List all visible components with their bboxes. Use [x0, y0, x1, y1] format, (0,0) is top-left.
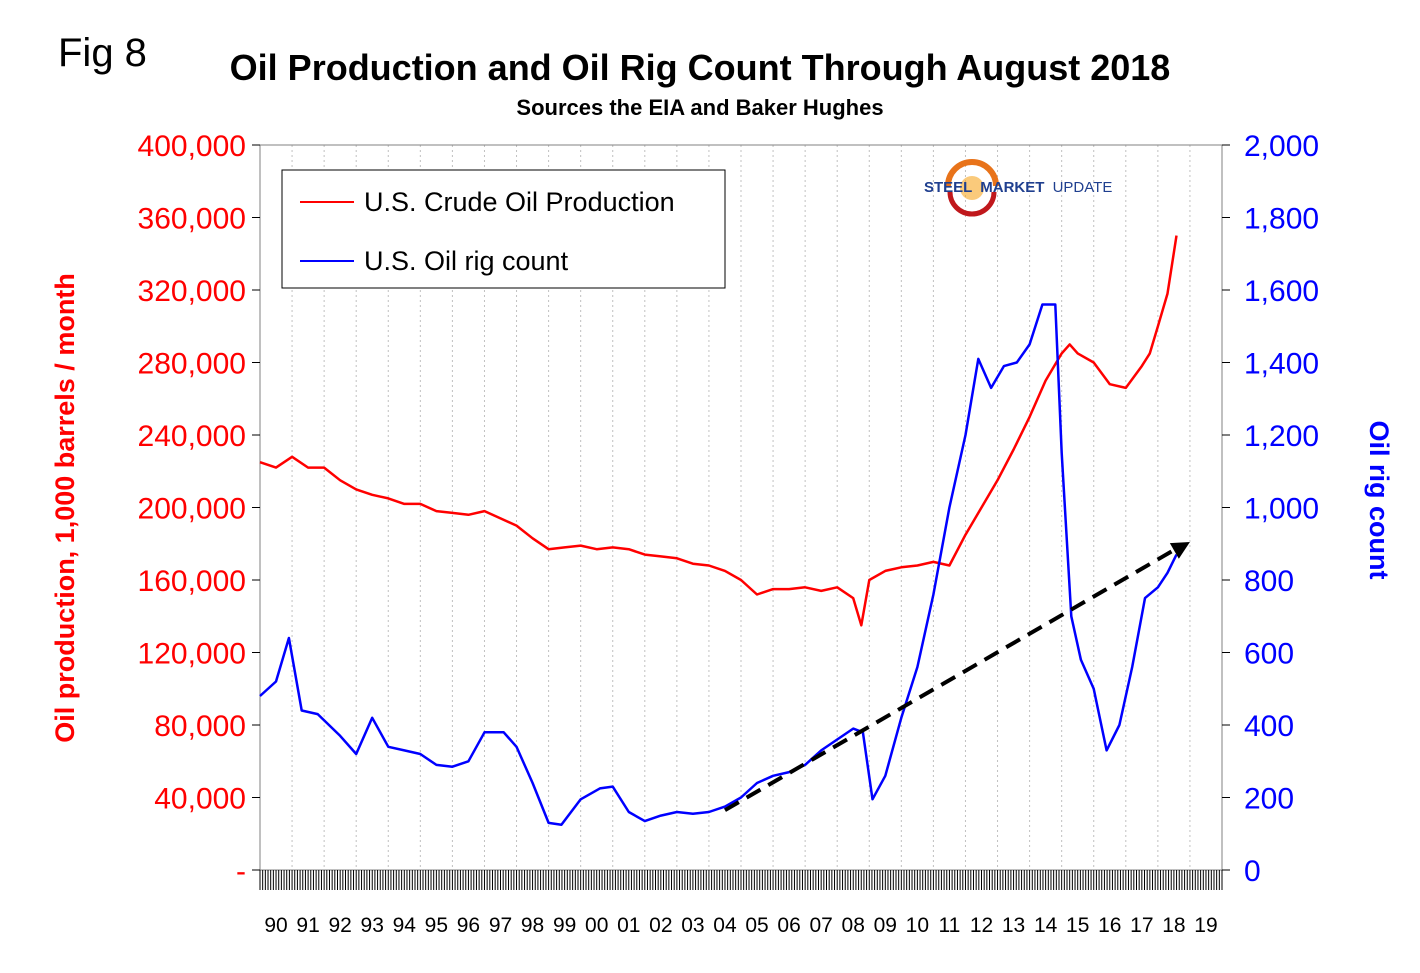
left-tick-label: 240,000 [138, 420, 246, 453]
x-tick-label: 11 [939, 914, 961, 937]
x-tick-label: 12 [970, 914, 993, 937]
legend-box [281, 169, 726, 289]
swirl-logo-icon [945, 159, 999, 217]
right-tick-label: 400 [1244, 710, 1294, 743]
right-tick-label: 1,600 [1244, 275, 1319, 308]
right-axis-ticks: 2,000 1,800 1,600 1,400 1,200 1,000 800 600 400 2… [1222, 130, 1319, 888]
right-tick-label: 1,400 [1244, 348, 1319, 381]
left-tick-label: 120,000 [138, 638, 246, 671]
x-tick-label: 93 [361, 914, 384, 937]
x-tick-label: 18 [1162, 914, 1185, 937]
left-tick-label: 280,000 [138, 348, 246, 381]
legend-label-rigs: U.S. Oil rig count [364, 246, 569, 276]
x-tick-label: 01 [617, 914, 640, 937]
trend-line [723, 547, 1177, 812]
x-tick-label: 03 [681, 914, 704, 937]
x-tick-label: 07 [809, 914, 832, 937]
right-tick-label: 800 [1244, 565, 1294, 598]
left-tick-label: 200,000 [138, 493, 246, 526]
left-tick-label: - [236, 855, 246, 888]
left-tick-label: 160,000 [138, 565, 246, 598]
left-axis-ticks: 400,000 360,000 320,000 280,000 240,000 200,0… [138, 130, 260, 888]
x-tick-label: 95 [425, 914, 448, 937]
logo-text-steel: STEEL [924, 179, 972, 196]
legend-label-production: U.S. Crude Oil Production [364, 187, 675, 217]
x-tick-label: 96 [457, 914, 480, 937]
x-tick-label: 08 [842, 914, 865, 937]
left-tick-label: 80,000 [154, 710, 246, 743]
left-tick-label: 320,000 [138, 275, 246, 308]
x-tick-label: 00 [585, 914, 608, 937]
right-tick-label: 200 [1244, 783, 1294, 816]
x-tick-label: 99 [553, 914, 576, 937]
left-tick-label: 40,000 [154, 783, 246, 816]
figure-label: Fig 8 [58, 31, 147, 75]
x-tick-label: 16 [1098, 914, 1121, 937]
x-tick-label: 14 [1034, 914, 1058, 937]
x-tick-label: 94 [393, 914, 417, 937]
right-axis-title: Oil rig count [1364, 421, 1394, 580]
rig-count-series-line [259, 303, 1178, 826]
right-tick-label: 1,000 [1244, 493, 1319, 526]
right-tick-label: 2,000 [1244, 130, 1319, 163]
x-tick-label: 02 [649, 914, 672, 937]
right-tick-label: 0 [1244, 855, 1261, 888]
right-tick-label: 600 [1244, 638, 1294, 671]
left-tick-label: 400,000 [138, 130, 246, 163]
x-tick-label: 97 [489, 914, 512, 937]
left-tick-label: 360,000 [138, 203, 246, 236]
x-tick-label: 90 [264, 914, 287, 937]
production-series-line [259, 235, 1178, 627]
right-tick-label: 1,800 [1244, 203, 1319, 236]
left-axis-title: Oil production, 1,000 barrels / month [50, 273, 80, 743]
x-axis-ticks: 90 91 92 93 94 95 96 97 98 99 00 01 02 03 04 05 06 07 08 09… [259, 870, 1223, 937]
x-tick-label: 19 [1194, 914, 1217, 937]
right-tick-label: 1,200 [1244, 420, 1319, 453]
x-tick-label: 15 [1066, 914, 1089, 937]
x-tick-label: 91 [296, 914, 319, 937]
x-tick-label: 04 [713, 914, 737, 937]
x-tick-label: 92 [328, 914, 351, 937]
logo-text-update: UPDATE [1053, 179, 1113, 196]
chart-subtitle: Sources the EIA and Baker Hughes [516, 95, 883, 120]
x-tick-label: 98 [521, 914, 544, 937]
x-tick-label: 06 [777, 914, 800, 937]
series-layer [259, 235, 1190, 826]
trend-arrowhead [1169, 541, 1190, 559]
x-tick-label: 17 [1130, 914, 1153, 937]
x-tick-label: 13 [1002, 914, 1025, 937]
svg-text:STEEL MARKET UPDAT: STEEL MARKET UPDATE [924, 179, 1112, 196]
legend: U.S. Crude Oil Production U.S. Oil rig c… [281, 169, 726, 289]
logo: STEEL MARKET UPDATE [924, 159, 1112, 217]
x-tick-label: 09 [874, 914, 897, 937]
x-tick-label: 05 [745, 914, 768, 937]
logo-text-market: MARKET [980, 179, 1044, 196]
x-tick-label: 10 [906, 914, 929, 937]
chart-title: Oil Production and Oil Rig Count Through… [230, 47, 1171, 88]
